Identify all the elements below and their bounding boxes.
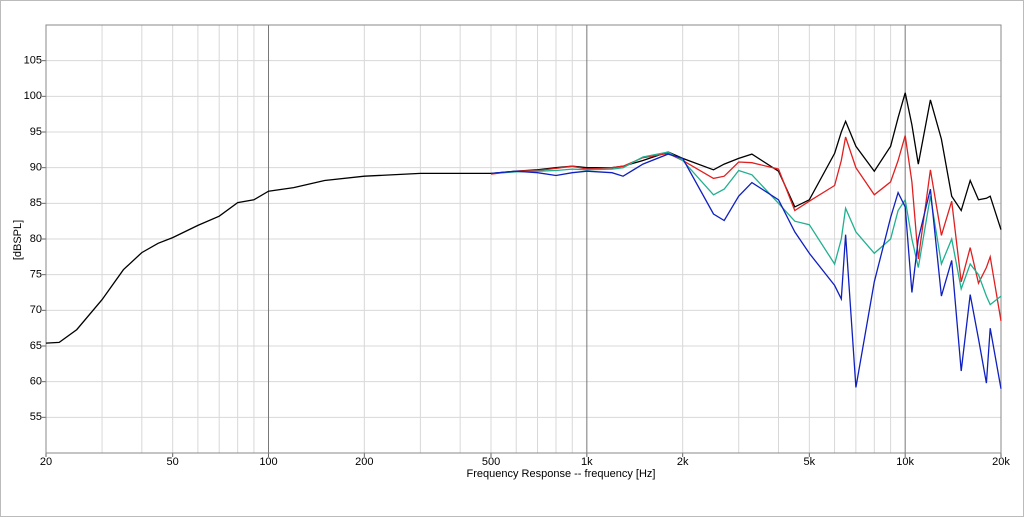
y-tick-label: 75	[30, 269, 42, 281]
y-tick-label: 70	[30, 304, 42, 316]
x-tick-label: 20k	[992, 456, 1010, 468]
y-tick-label: 85	[30, 197, 42, 209]
x-tick-label: 10k	[896, 456, 914, 468]
series-line	[490, 153, 1002, 389]
y-tick-label: 60	[30, 376, 42, 388]
y-tick-label: 90	[30, 162, 42, 174]
y-axis-label: [dBSPL]	[12, 220, 24, 260]
series-line	[490, 135, 1002, 322]
x-tick-label: 100	[259, 456, 277, 468]
y-tick-label: 105	[24, 55, 42, 67]
y-tick-label: 80	[30, 233, 42, 245]
plot-border	[45, 24, 1002, 454]
x-tick-label: 5k	[804, 456, 816, 468]
x-tick-label: 2k	[677, 456, 689, 468]
x-axis-label: Frequency Response -- frequency [Hz]	[467, 468, 656, 480]
x-tick-label: 200	[355, 456, 373, 468]
x-tick-label: 50	[167, 456, 179, 468]
y-tick-label: 55	[30, 411, 42, 423]
series-line	[490, 151, 1002, 306]
x-tick-label: 1k	[581, 456, 593, 468]
y-tick-label: 95	[30, 126, 42, 138]
x-tick-label: 500	[482, 456, 500, 468]
x-tick-label: 20	[40, 456, 52, 468]
y-tick-label: 65	[30, 340, 42, 352]
y-tick-label: 100	[24, 90, 42, 102]
